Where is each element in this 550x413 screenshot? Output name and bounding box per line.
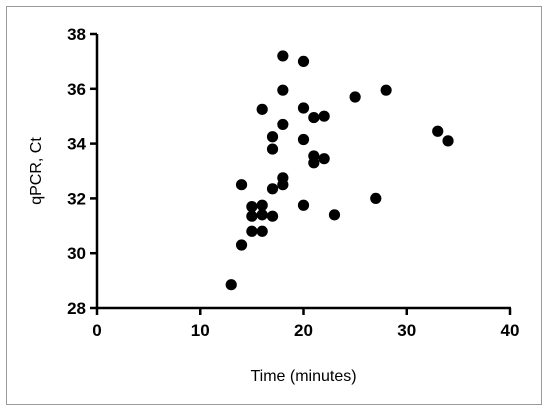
data-point xyxy=(277,118,289,131)
x-tick-label: 10 xyxy=(191,321,210,340)
y-tick-label: 34 xyxy=(67,135,86,154)
chart-frame: 28 30 32 34 36 38 0 10 20 30 40 qPCR, Ct Time (min… xyxy=(6,6,542,405)
data-point xyxy=(266,183,279,195)
data-point xyxy=(308,111,320,124)
ticks-layer: 28 30 32 34 36 38 0 10 20 30 40 xyxy=(67,25,519,340)
data-point xyxy=(256,225,268,237)
data-point xyxy=(442,135,454,147)
y-tick-label: 36 xyxy=(67,80,86,99)
data-point xyxy=(349,91,361,103)
data-point xyxy=(256,209,268,221)
data-point xyxy=(277,50,289,62)
data-point xyxy=(308,157,320,169)
y-tick-label: 30 xyxy=(67,244,86,263)
data-point xyxy=(235,179,248,191)
scatter-chart: 28 30 32 34 36 38 0 10 20 30 40 qPCR, Ct Time (min… xyxy=(28,25,519,385)
data-point xyxy=(297,102,310,114)
data-point xyxy=(277,179,289,191)
x-axis-title: Time (minutes) xyxy=(250,368,356,385)
data-point xyxy=(246,210,258,222)
data-point xyxy=(370,192,382,204)
points-layer xyxy=(225,50,454,291)
data-point xyxy=(318,110,330,122)
data-point xyxy=(256,199,268,211)
x-tick-label: 0 xyxy=(92,321,101,340)
data-point xyxy=(246,225,258,237)
data-point xyxy=(297,133,310,146)
data-point xyxy=(256,103,268,115)
data-point xyxy=(266,210,279,222)
data-point xyxy=(297,55,310,67)
y-tick-label: 38 xyxy=(67,25,86,44)
y-tick-label: 28 xyxy=(67,299,86,318)
data-point xyxy=(380,84,392,96)
data-point xyxy=(246,201,258,213)
data-point xyxy=(318,153,330,165)
data-point xyxy=(328,209,341,221)
data-point xyxy=(297,199,310,211)
data-point xyxy=(225,279,237,291)
x-tick-label: 40 xyxy=(501,321,520,340)
data-point xyxy=(432,125,444,137)
x-tick-label: 30 xyxy=(397,321,416,340)
data-point xyxy=(235,239,248,251)
data-point xyxy=(266,143,279,155)
data-point xyxy=(266,131,279,143)
x-tick-label: 20 xyxy=(294,321,313,340)
y-tick-label: 32 xyxy=(67,189,86,208)
y-axis-title: qPCR, Ct xyxy=(28,137,45,205)
data-point xyxy=(277,84,289,96)
